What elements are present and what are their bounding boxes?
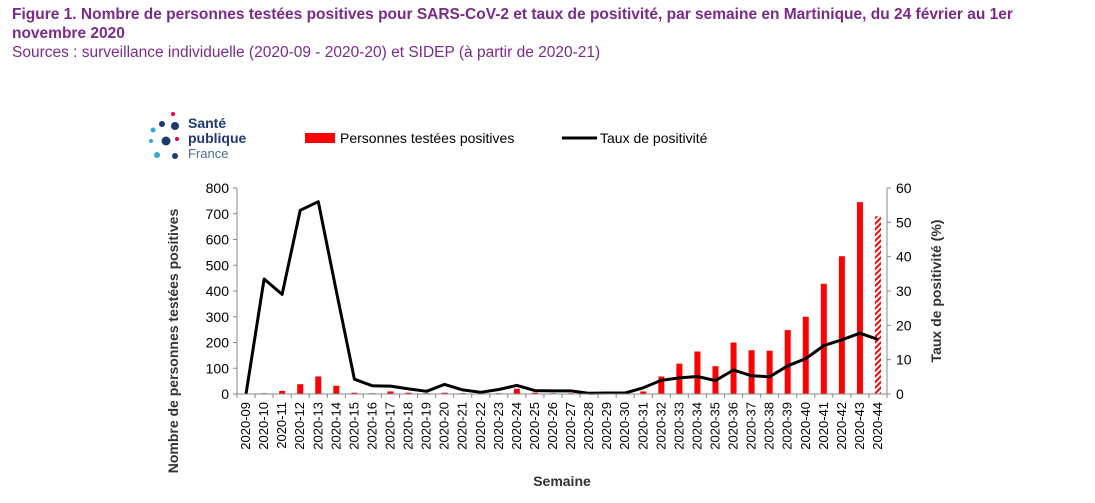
x-tick-label: 2020-33 [671, 402, 686, 450]
logo-dots-icon [149, 112, 179, 159]
logo-wordmark: Santé publique France [188, 115, 247, 162]
left-tick-label: 0 [221, 386, 229, 402]
x-tick-label: 2020-43 [852, 402, 867, 450]
x-tick-label: 2020-10 [256, 402, 271, 450]
bar [297, 384, 304, 394]
logo-line-3: France [188, 146, 229, 161]
bar [748, 350, 755, 394]
x-tick-label: 2020-39 [780, 402, 795, 450]
x-tick-label: 2020-36 [726, 402, 741, 450]
bar [387, 391, 394, 394]
x-tick-label: 2020-38 [762, 402, 777, 450]
x-tick-label: 2020-21 [455, 402, 470, 450]
left-tick-label: 600 [206, 232, 230, 248]
right-tick-label: 0 [896, 386, 904, 402]
x-axis-title: Semaine [533, 473, 591, 489]
x-tick-label: 2020-16 [364, 402, 379, 450]
x-tick-label: 2020-14 [328, 402, 343, 450]
x-tick-label: 2020-26 [545, 402, 560, 450]
x-tick-label: 2020-44 [870, 402, 885, 450]
right-tick-label: 40 [896, 249, 912, 265]
right-axis-title: Taux de positivité (%) [928, 220, 944, 363]
x-tick-label: 2020-24 [509, 402, 524, 450]
line-series [244, 200, 879, 395]
right-tick-label: 10 [896, 352, 912, 368]
bar [838, 256, 845, 394]
left-tick-label: 100 [206, 360, 230, 376]
figure-caption: Figure 1. Nombre de personnes testées po… [12, 5, 1082, 62]
x-tick-label: 2020-35 [707, 402, 722, 450]
left-tick-label: 200 [206, 335, 230, 351]
x-tick-label: 2020-40 [798, 402, 813, 450]
bar [640, 391, 647, 394]
right-tick-label: 20 [896, 317, 912, 333]
left-tick-label: 800 [206, 180, 230, 196]
x-tick-label: 2020-29 [599, 402, 614, 450]
bar [333, 385, 340, 394]
x-tick-label: 2020-15 [346, 402, 361, 450]
x-tick-label: 2020-41 [816, 402, 831, 450]
bar [874, 216, 881, 394]
bar [279, 390, 286, 394]
bar [513, 388, 520, 394]
x-tick-label: 2020-28 [581, 402, 596, 450]
bar [820, 283, 827, 394]
left-tick-label: 500 [206, 257, 230, 273]
figure-source: Sources : surveillance individuelle (202… [12, 44, 601, 61]
bar [766, 350, 773, 394]
x-tick-label: 2020-23 [491, 402, 506, 450]
x-tick-label: 2020-37 [744, 402, 759, 450]
x-tick-label: 2020-25 [527, 402, 542, 450]
bar [802, 316, 809, 394]
x-tick-label: 2020-27 [563, 402, 578, 450]
right-tick-label: 50 [896, 214, 912, 230]
x-tick-label: 2020-19 [419, 402, 434, 450]
bar [351, 392, 358, 394]
x-tick-label: 2020-11 [274, 402, 289, 449]
bar [405, 392, 412, 394]
bar [694, 351, 701, 394]
x-tick-label: 2020-09 [238, 402, 253, 450]
bar [441, 392, 448, 394]
x-tick-label: 2020-13 [310, 402, 325, 450]
figure-title: Figure 1. Nombre de personnes testées po… [12, 6, 1013, 42]
positivity-line [244, 200, 879, 395]
bar [784, 330, 791, 394]
bar [658, 376, 665, 394]
bar [531, 392, 538, 394]
bar [315, 376, 322, 394]
chart-axes: 0 100 200 300 400 500 600 700 800 0 10 20 30 40 50 60 20… [165, 180, 944, 489]
x-tick-label: 2020-34 [689, 402, 704, 450]
x-tick-label: 2020-17 [382, 402, 397, 450]
legend-bar-label: Personnes testées positives [340, 130, 514, 146]
right-tick-label: 30 [896, 283, 912, 299]
x-tick-label: 2020-30 [617, 402, 632, 450]
sante-publique-france-logo: Santé publique France [145, 108, 265, 170]
chart-legend: Personnes testées positives Taux de posit… [305, 130, 708, 146]
left-tick-label: 300 [206, 309, 230, 325]
logo-line-1: Santé [188, 115, 227, 131]
x-tick-label: 2020-20 [437, 402, 452, 450]
x-tick-label: 2020-12 [292, 402, 307, 450]
x-tick-label: 2020-31 [635, 402, 650, 450]
bar [856, 202, 863, 394]
bar [730, 342, 737, 394]
right-tick-label: 60 [896, 180, 912, 196]
left-tick-label: 400 [206, 283, 230, 299]
x-tick-label: 2020-32 [653, 402, 668, 450]
x-tick-label: 2020-22 [473, 402, 488, 450]
logo-line-2: publique [188, 130, 247, 146]
legend-line-label: Taux de positivité [600, 130, 708, 146]
x-tick-label: 2020-42 [834, 402, 849, 450]
legend-bar-swatch [305, 133, 335, 143]
left-axis-title: Nombre de personnes testées positives [165, 209, 181, 474]
left-tick-label: 700 [206, 206, 230, 222]
x-tick-label: 2020-18 [401, 402, 416, 450]
